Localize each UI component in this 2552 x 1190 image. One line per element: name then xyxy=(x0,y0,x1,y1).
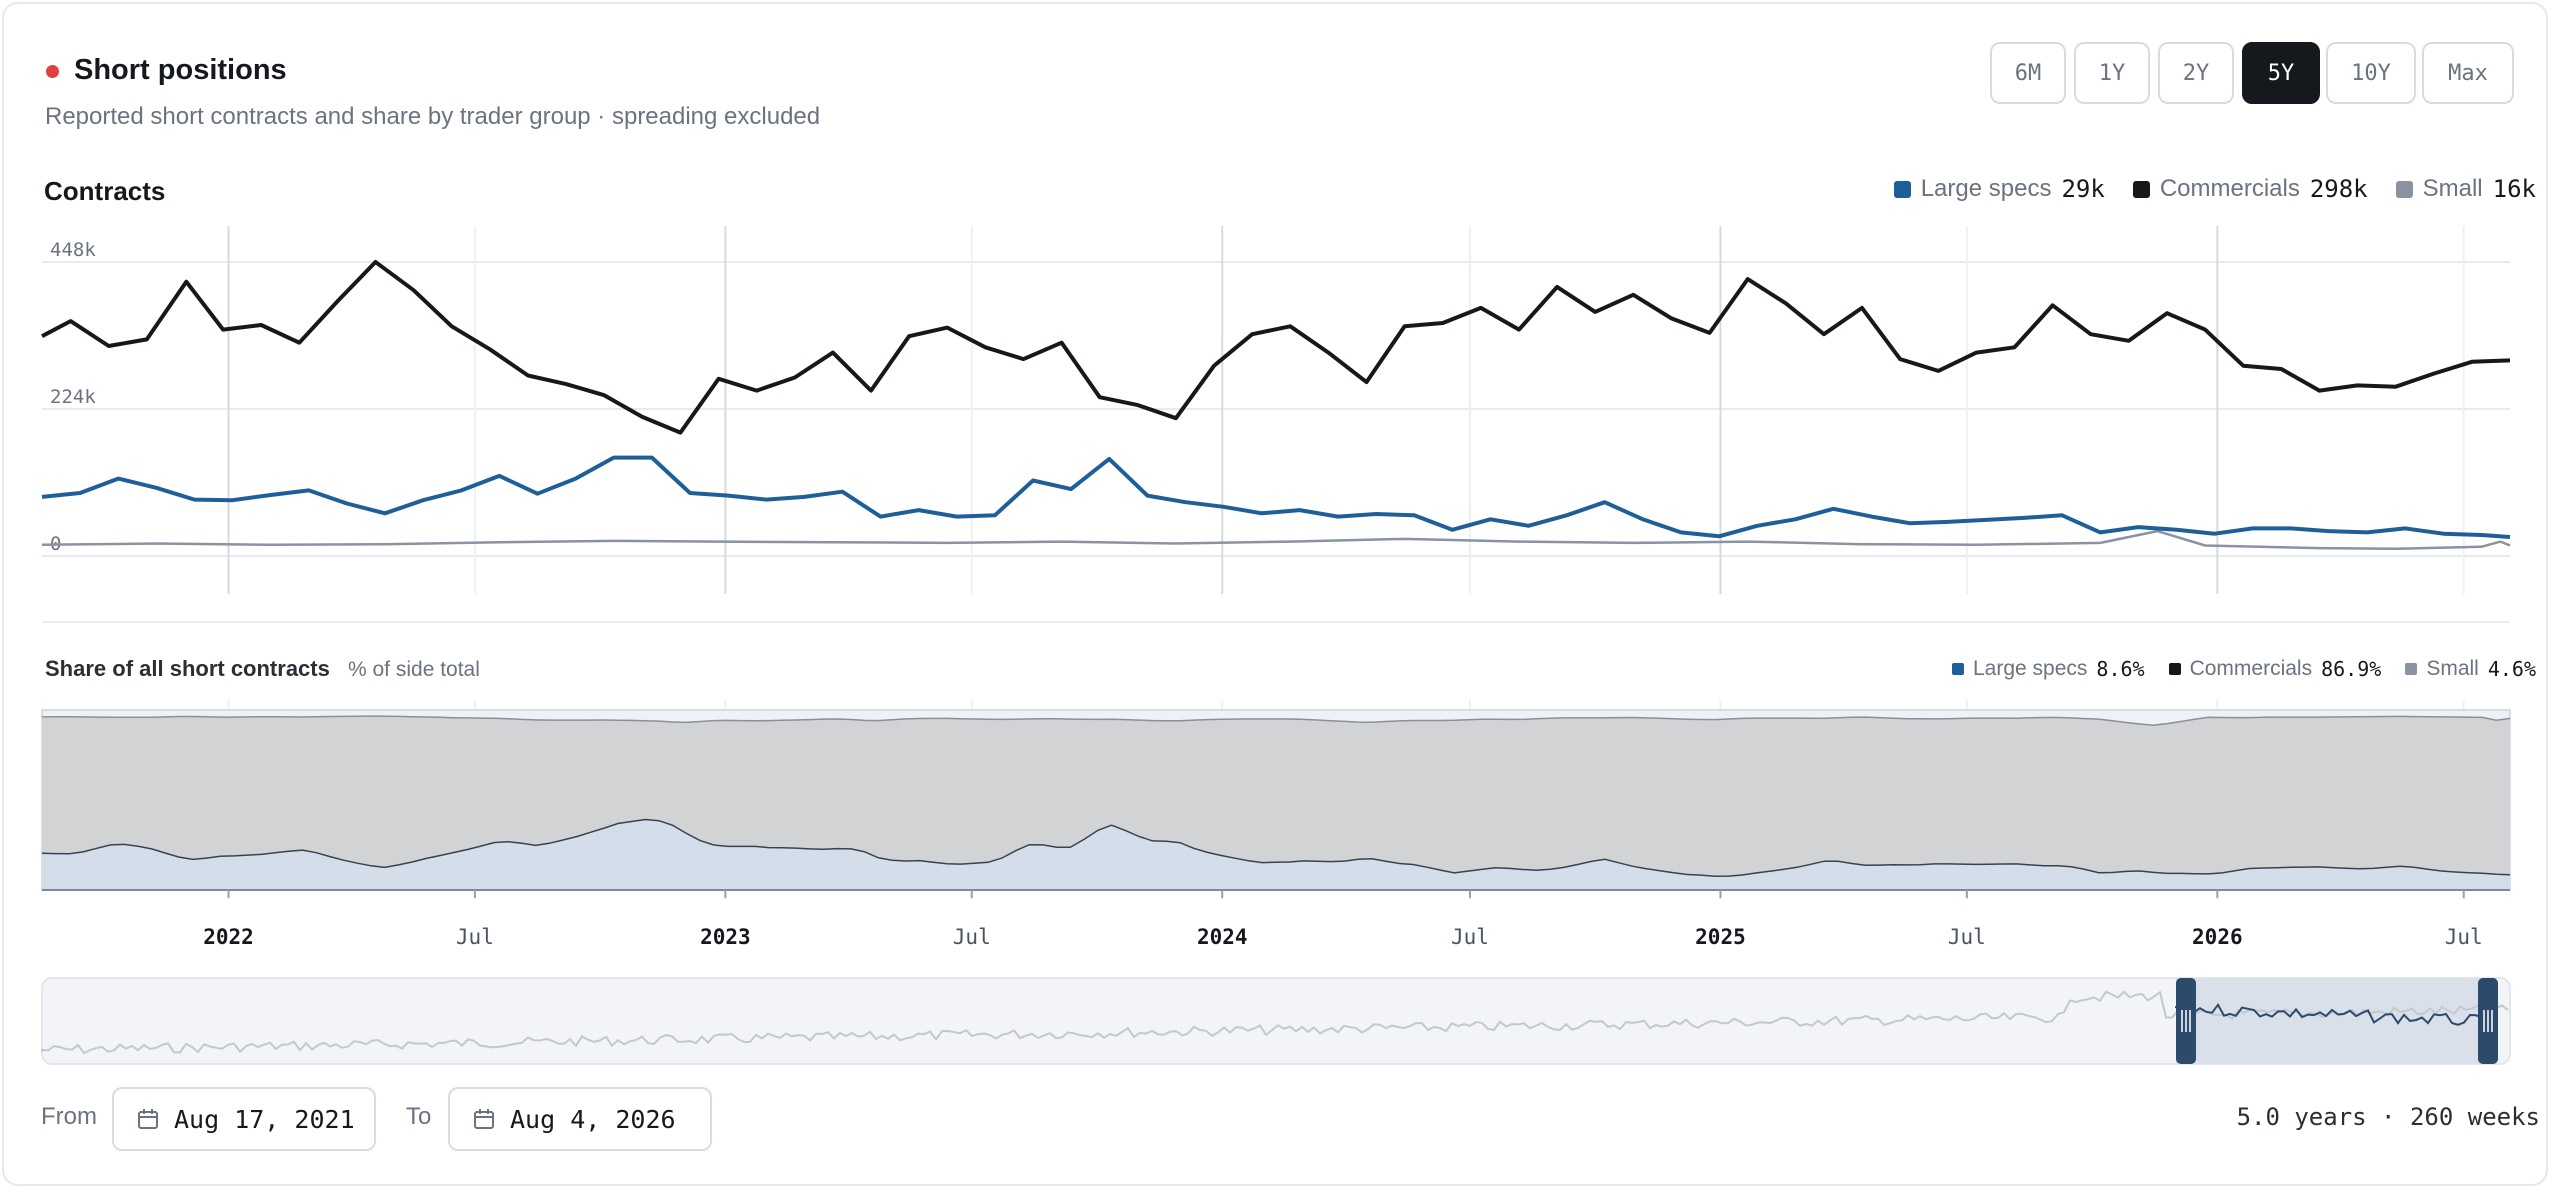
share-area-chart xyxy=(41,709,2511,891)
share-section-subtitle: % of side total xyxy=(348,658,480,681)
legend-swatch-small xyxy=(2395,180,2413,198)
x-tick-label: 2023 xyxy=(700,925,751,949)
share-legend-swatch-small xyxy=(2405,663,2418,675)
status-dot xyxy=(46,65,59,78)
x-tick-label: 2024 xyxy=(1197,925,1248,949)
navigator-selected-line xyxy=(2175,1001,2495,1029)
legend-label-commercials: Commercials xyxy=(2159,175,2300,202)
x-tick-label: 2022 xyxy=(203,925,254,949)
contracts-lines xyxy=(41,260,2511,551)
series-line-large-specs xyxy=(41,455,2511,539)
series-line-commercials xyxy=(41,260,2511,435)
range-10y-button[interactable]: 10Y xyxy=(2326,42,2416,104)
x-tick-label: Jul xyxy=(1451,925,1489,949)
share-legend-value-small: 4.6% xyxy=(2487,657,2536,681)
x-tick-label: Jul xyxy=(1948,925,1986,949)
range-6m-button[interactable]: 6M xyxy=(1990,42,2066,104)
share-line-commercials xyxy=(41,715,2511,726)
share-line-large-specs xyxy=(41,818,2511,877)
x-tick-label: 2025 xyxy=(1695,925,1746,949)
contracts-legend: Large specs 29k Commercials 298k Small 1… xyxy=(1893,175,2536,203)
range-1y-button[interactable]: 1Y xyxy=(2074,42,2150,104)
to-date-value: Aug 4, 2026 xyxy=(510,1104,676,1134)
legend-value-commercials: 298k xyxy=(2309,175,2368,203)
page-subtitle: Reported short contracts and share by tr… xyxy=(45,103,821,130)
x-tick-label: Jul xyxy=(456,925,494,949)
legend-label-small: Small xyxy=(2422,175,2483,202)
series-line-small xyxy=(41,529,2511,551)
y-tick-label: 448k xyxy=(50,239,96,261)
navigator-track xyxy=(41,977,2511,1065)
navigator-selection xyxy=(2176,978,2496,1064)
range-max-button[interactable]: Max xyxy=(2422,42,2514,104)
share-legend: Large specs 8.6% Commercials 86.9% Small… xyxy=(1952,657,2536,681)
share-section-title: Share of all short contracts xyxy=(45,656,330,681)
legend-swatch-commercials xyxy=(2132,180,2150,198)
share-legend-label-large-specs: Large specs xyxy=(1973,657,2088,680)
y-tick-label: 224k xyxy=(50,386,96,408)
calendar-icon xyxy=(474,1109,494,1129)
x-tick-label: Jul xyxy=(953,925,991,949)
to-date-input[interactable]: Aug 4, 2026 xyxy=(448,1087,712,1151)
range-span-text: 5.0 years · 260 weeks xyxy=(2236,1103,2540,1131)
share-legend-label-commercials: Commercials xyxy=(2189,657,2313,680)
legend-swatch-large-specs xyxy=(1893,180,1911,198)
x-tick-label: Jul xyxy=(2445,925,2483,949)
share-legend-swatch-commercials xyxy=(2168,663,2181,675)
share-legend-value-large-specs: 8.6% xyxy=(2096,657,2145,681)
share-legend-label-small: Small xyxy=(2426,657,2479,680)
range-navigator[interactable] xyxy=(41,977,2511,1065)
x-tick-label: 2026 xyxy=(2192,925,2243,949)
legend-value-small: 16k xyxy=(2492,175,2536,203)
page-title: Short positions xyxy=(74,54,287,86)
from-date-input[interactable]: Aug 17, 2021 xyxy=(112,1087,376,1151)
legend-value-large-specs: 29k xyxy=(2061,175,2105,203)
navigator-mini-line xyxy=(41,990,2509,1055)
to-label: To xyxy=(406,1103,432,1130)
x-axis: 2022 Jul 2023 Jul 2024 Jul 2025 Jul 2026 Jul xyxy=(203,890,2483,949)
from-date-value: Aug 17, 2021 xyxy=(174,1104,355,1134)
contracts-section-title: Contracts xyxy=(44,176,166,206)
range-2y-button[interactable]: 2Y xyxy=(2158,42,2234,104)
share-legend-swatch-large-specs xyxy=(1952,663,1964,675)
legend-label-large-specs: Large specs xyxy=(1920,175,2052,202)
range-5y-button[interactable]: 5Y xyxy=(2242,42,2320,104)
calendar-icon xyxy=(138,1109,158,1129)
share-area-large-specs xyxy=(42,819,2510,890)
share-legend-value-commercials: 86.9% xyxy=(2321,657,2382,681)
from-label: From xyxy=(41,1103,97,1130)
